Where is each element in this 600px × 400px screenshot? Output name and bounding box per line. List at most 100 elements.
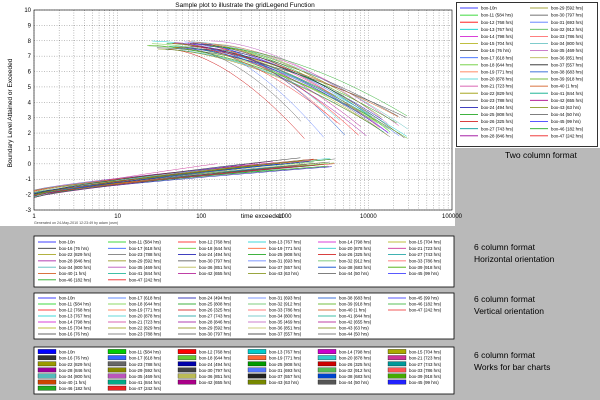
- legend-swatch: [107, 367, 127, 373]
- series-line-upper: [190, 41, 408, 130]
- legend-item-label: box-16 (76 hrs): [59, 356, 89, 361]
- legend-item-label: box-34 (800 hrs): [551, 41, 584, 46]
- legend-item-label: box-27 (743 hrs): [481, 126, 514, 131]
- legend-item-label: box-11 (584 hrs): [129, 350, 161, 355]
- legend-swatch: [37, 373, 57, 379]
- legend-item-label: box-31 (693 hrs): [269, 368, 302, 373]
- y-tick-label: 8: [28, 39, 32, 45]
- legend-item-label: box-14 (798 hrs): [339, 350, 372, 355]
- series-line-upper: [190, 46, 399, 117]
- legend-item-label: box-17 (618 hrs): [129, 356, 162, 361]
- legend-item-label: box-33 (786 hrs): [551, 34, 584, 39]
- legend-swatch: [37, 355, 57, 361]
- y-axis-label: Boundary Level Attained or Exceeded: [7, 58, 14, 167]
- legend-item-label: box-45 (99 hrs): [409, 271, 439, 276]
- legend-swatch: [387, 379, 407, 385]
- legend-item-label: box-41 (844 hrs): [339, 314, 372, 319]
- legend-item-label: box-41 (844 hrs): [129, 380, 162, 385]
- legend-swatch: [107, 373, 127, 379]
- legend-item-label: box-35 (469 hrs): [551, 48, 584, 53]
- series-line-lower: [33, 165, 328, 195]
- legend-swatch: [247, 361, 267, 367]
- series-line-upper: [148, 45, 392, 131]
- y-tick-label: 9: [28, 23, 32, 29]
- legend-item-label: box-47 (242 hrs): [551, 133, 584, 138]
- legend-item-label: box-20 (878 hrs): [339, 356, 372, 361]
- legend-item-label: box-35 (469 hrs): [269, 320, 302, 325]
- note-vertical-1: 6 column format: [474, 294, 535, 304]
- legend-item-label: box-18 (644 hrs): [199, 246, 232, 251]
- vertical-legend-items: box-10n box-17 (618 hrs) box-24 (494 hrs) b…: [38, 296, 442, 337]
- vertical-legend: [33, 292, 455, 340]
- legend-item-label: box-14 (798 hrs): [59, 320, 92, 325]
- legend-item-label: box-42 (655 hrs): [551, 98, 584, 103]
- legend-item-label: box-30 (797 hrs): [551, 13, 584, 18]
- legend-item-label: box-12 (768 hrs): [481, 20, 514, 25]
- bar-legend: [33, 346, 455, 395]
- legend-item-label: box-42 (655 hrs): [199, 380, 232, 385]
- legend-item-label: box-44 (50 hrs): [339, 380, 369, 385]
- horizontal-legend: [33, 235, 455, 288]
- legend-item-label: box-36 (851 hrs): [199, 374, 232, 379]
- legend-item-label: box-24 (494 hrs): [199, 362, 232, 367]
- y-tick-label: 0: [28, 162, 32, 168]
- legend-item-label: box-42 (655 hrs): [199, 271, 232, 276]
- legend-item-label: box-30 (797 hrs): [199, 259, 232, 264]
- y-tick-label: -2: [26, 193, 32, 199]
- legend-item-label: box-11 (584 hrs): [481, 13, 513, 18]
- legend-item-label: box-29 (592 hrs): [551, 6, 584, 11]
- legend-item-label: box-23 (788 hrs): [129, 252, 162, 257]
- y-tick-label: -1: [26, 177, 32, 183]
- legend-item-label: box-27 (743 hrs): [409, 362, 442, 367]
- chart-title: Sample plot to illustrate the gridLegend…: [175, 2, 315, 9]
- legend-item-label: box-14 (798 hrs): [339, 240, 372, 245]
- legend-item-label: box-32 (912 hrs): [551, 27, 584, 32]
- legend-item-label: box-37 (557 hrs): [269, 332, 302, 337]
- legend-item-label: box-44 (50 hrs): [339, 332, 369, 337]
- legend-item-label: box-46 (182 hrs): [409, 302, 442, 307]
- legend-item-label: box-38 (683 hrs): [551, 70, 584, 75]
- legend-item-label: box-26 (325 hrs): [199, 308, 232, 313]
- legend-item-label: box-22 (829 hrs): [59, 252, 92, 257]
- legend-item-label: box-28 (846 hrs): [481, 133, 514, 138]
- legend-item-label: box-39 (918 hrs): [409, 374, 442, 379]
- legend-item-label: box-20 (878 hrs): [129, 314, 162, 319]
- legend-item-label: box-12 (768 hrs): [199, 240, 232, 245]
- legend-swatch: [177, 373, 197, 379]
- legend-swatch: [247, 379, 267, 385]
- legend-item-label: box-18 (644 hrs): [129, 302, 162, 307]
- legend-item-label: box-13 (767 hrs): [269, 240, 302, 245]
- legend-item-label: box-41 (844 hrs): [551, 91, 584, 96]
- legend-item-label: box-10n: [481, 6, 497, 11]
- y-tick-label: 5: [28, 85, 32, 91]
- legend-item-label: box-38 (683 hrs): [339, 296, 372, 301]
- legend-item-label: box-44 (50 hrs): [339, 271, 369, 276]
- legend-item-label: box-13 (767 hrs): [269, 350, 302, 355]
- note-bar-2: Works for bar charts: [474, 362, 551, 372]
- legend-item-label: box-41 (844 hrs): [129, 271, 162, 276]
- legend-item-label: box-26 (325 hrs): [339, 362, 372, 367]
- legend-item-label: box-38 (683 hrs): [339, 265, 372, 270]
- legend-item-label: box-43 (63 hrs): [269, 271, 299, 276]
- legend-item-label: box-39 (918 hrs): [551, 77, 584, 82]
- legend-item-label: box-24 (494 hrs): [199, 296, 232, 301]
- legend-item-label: box-21 (723 hrs): [409, 356, 442, 361]
- legend-item-label: box-46 (182 hrs): [551, 126, 584, 131]
- two-column-legend-items: box-10n box-29 (592 hrs) box-11 (584 hrs) b…: [460, 6, 584, 138]
- series-line-upper: [172, 43, 341, 125]
- legend-item-label: box-19 (771 hrs): [269, 356, 302, 361]
- legend-item-label: box-21 (723 hrs): [409, 246, 442, 251]
- legend-item-label: box-12 (768 hrs): [199, 350, 232, 355]
- legend-swatch: [317, 373, 337, 379]
- legend-swatch: [387, 367, 407, 373]
- legend-swatch: [37, 379, 57, 385]
- legend-item-label: box-43 (63 hrs): [269, 380, 299, 385]
- legend-item-label: box-37 (557 hrs): [269, 374, 302, 379]
- legend-swatch: [387, 373, 407, 379]
- legend-item-label: box-32 (912 hrs): [339, 368, 372, 373]
- legend-item-label: box-28 (846 hrs): [59, 259, 92, 264]
- legend-item-label: box-14 (798 hrs): [481, 34, 514, 39]
- bar-legend-items: box-10n box-11 (584 hrs) box-12 (768 hrs) b…: [37, 349, 442, 391]
- legend-item-label: box-15 (704 hrs): [59, 326, 92, 331]
- x-tick-label: 1000: [278, 214, 292, 220]
